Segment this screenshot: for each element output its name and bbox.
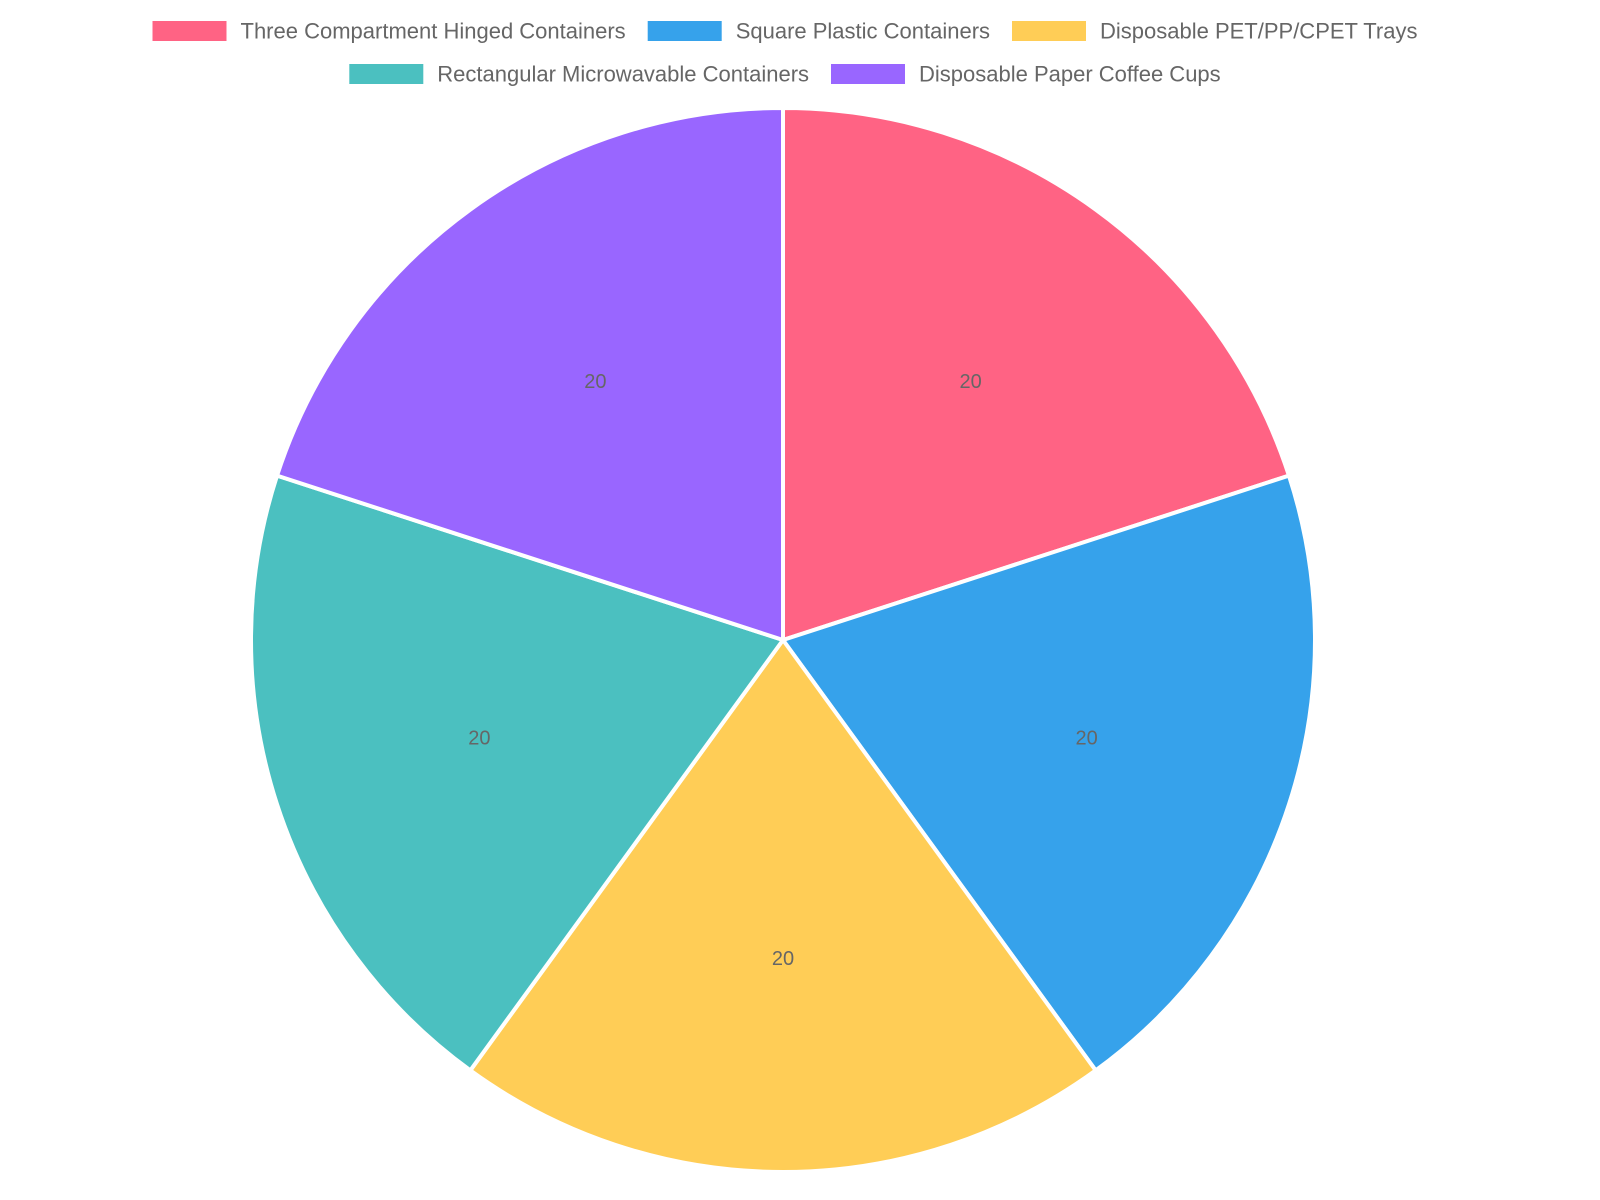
slice-value-label: 20 (468, 728, 490, 750)
legend-swatch (152, 21, 227, 41)
legend-swatch (831, 64, 905, 84)
pie-slice-disposable-paper-coffee-cups[interactable] (274, 105, 785, 643)
pie-slice-square-plastic-containers[interactable] (779, 473, 1317, 1074)
slice-value-label: 20 (584, 371, 606, 393)
legend-item-square-plastic-containers[interactable]: Square Plastic Containers (647, 19, 990, 44)
legend-swatch (349, 64, 424, 84)
legend-item-three-compartment-hinged-containers[interactable]: Three Compartment Hinged Containers (152, 19, 626, 44)
pie-slice-rectangular-microwavable-containers[interactable] (249, 473, 787, 1074)
slice-value-label: 20 (772, 948, 794, 970)
slice-value-label: 20 (959, 371, 981, 393)
legend-item-disposable-paper-coffee-cups[interactable]: Disposable Paper Coffee Cups (831, 62, 1221, 87)
pie-slice-three-compartment-hinged-containers[interactable] (781, 105, 1292, 643)
legend-label: Three Compartment Hinged Containers (241, 19, 626, 44)
slice-value-label: 20 (1075, 728, 1097, 750)
pie-slices (249, 105, 1317, 1174)
legend-swatch (647, 21, 722, 41)
legend-item-rectangular-microwavable-containers[interactable]: Rectangular Microwavable Containers (349, 62, 809, 87)
slice-labels: 20 20 20 20 20 (468, 371, 1097, 970)
legend-label: Disposable PET/PP/CPET Trays (1100, 19, 1418, 44)
legend-item-disposable-pet-pp-cpet-trays[interactable]: Disposable PET/PP/CPET Trays (1012, 19, 1418, 44)
legend-label: Square Plastic Containers (736, 19, 990, 44)
pie-slice-disposable-pet-pp-cpet-trays[interactable] (467, 636, 1099, 1174)
legend-label: Disposable Paper Coffee Cups (919, 62, 1221, 87)
legend-swatch (1012, 21, 1086, 41)
legend: Three Compartment Hinged Containers Squar… (152, 19, 1418, 87)
legend-label: Rectangular Microwavable Containers (437, 62, 809, 87)
